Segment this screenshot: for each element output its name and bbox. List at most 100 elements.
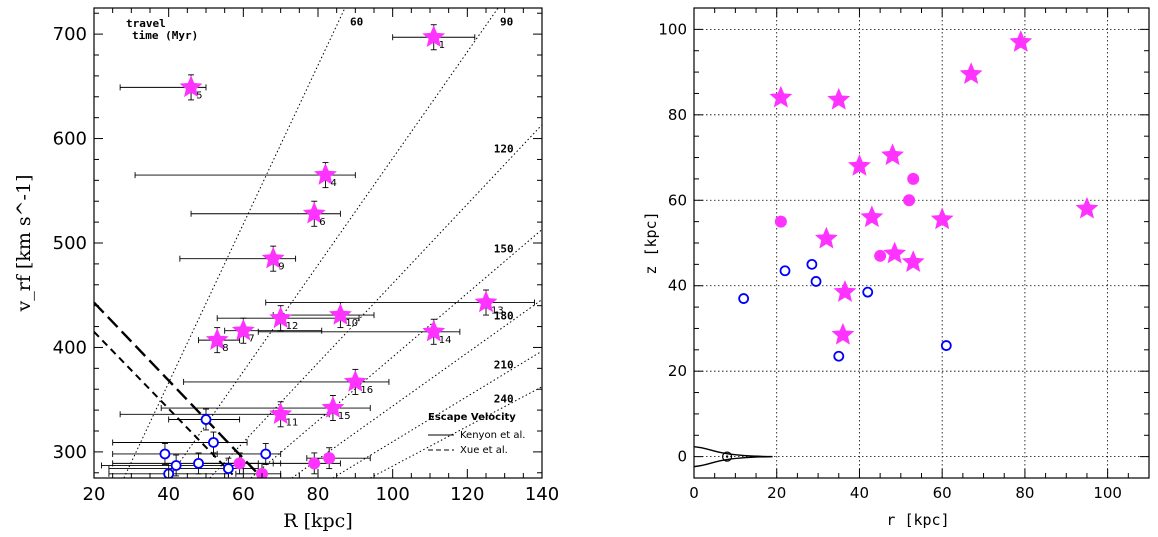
x-tick-label: 0 (689, 484, 699, 502)
open-circle-point (208, 437, 219, 448)
y-tick-label: 500 (53, 233, 87, 254)
y-tick-label: 40 (668, 277, 687, 295)
filled-circle-point (907, 172, 920, 185)
open-circle-point (193, 457, 204, 469)
star-point (1075, 196, 1099, 219)
x-tick-label: 60 (933, 484, 952, 502)
star-point (314, 163, 337, 185)
star-point-label: 6 (319, 217, 325, 228)
left-y-axis-label: v_rf [km s^-1] (13, 175, 35, 313)
x-tick-label: 80 (1015, 484, 1034, 502)
star-point-label: 16 (360, 385, 373, 396)
star-point-label: 11 (286, 417, 299, 428)
y-tick-label: 400 (53, 337, 87, 358)
travel-time-label-2: time (Myr) (132, 29, 198, 42)
travel-time-tick-label: 180 (494, 310, 514, 323)
y-tick-label: 700 (53, 24, 87, 45)
filled-circle-point (903, 194, 916, 207)
star-point-label: 8 (222, 343, 228, 354)
star-point-label: 1 (439, 40, 445, 51)
y-tick-label: 0 (677, 448, 687, 466)
star-point (769, 85, 793, 108)
legend-xue-label: Xue et al. (460, 445, 508, 456)
x-tick-label: 20 (767, 484, 786, 502)
filled-circle-point (323, 452, 336, 465)
travel-time-tick-label: 120 (494, 143, 514, 156)
star-point (901, 250, 925, 272)
filled-circle-point (308, 457, 321, 470)
filled-circle-point (774, 215, 787, 228)
open-circle-point (806, 258, 818, 270)
x-tick-label: 120 (450, 484, 484, 505)
travel-time-line (209, 124, 542, 478)
travel-time-tick-label: 90 (500, 16, 513, 29)
travel-time-line (123, 8, 346, 478)
right-plot-frame (693, 7, 1150, 479)
x-tick-label: 100 (1093, 484, 1122, 502)
star-point (422, 25, 446, 47)
travel-time-label: travel (126, 17, 166, 30)
open-circle-point (833, 350, 845, 362)
travel-time-tick-label: 150 (494, 243, 514, 256)
star-point-label: 7 (248, 334, 254, 345)
sun-symbol-dot (725, 455, 729, 458)
left-x-axis-label: R [kpc] (283, 510, 353, 532)
filled-circle-point (256, 467, 268, 478)
star-point (814, 226, 838, 249)
y-tick-label: 20 (668, 362, 687, 380)
star-point (205, 328, 229, 350)
star-point (328, 303, 352, 325)
star-point-label: 10 (345, 318, 358, 329)
star-point (422, 319, 446, 342)
star-point-label: 13 (491, 306, 504, 317)
star-point-label: 5 (196, 90, 202, 101)
open-circle-point (862, 286, 874, 298)
x-tick-label: 80 (307, 484, 330, 505)
y-tick-label: 300 (53, 442, 87, 463)
travel-time-tick-label: 240 (494, 393, 514, 406)
travel-time-tick-label: 60 (350, 16, 363, 29)
sun-symbol (721, 451, 733, 462)
travel-time-tick-label: 210 (494, 359, 514, 372)
right-plot: 0 20 40 60 80 100 0 20 40 60 80 100 r [kpc] z [kpc] (642, 7, 1150, 529)
y-tick-label: 80 (668, 106, 687, 124)
star-point (959, 62, 983, 84)
x-tick-label: 40 (157, 484, 180, 505)
open-circle-point (170, 460, 182, 471)
star-point-label: 4 (330, 178, 336, 189)
star-point-label: 14 (439, 335, 452, 346)
star-point (831, 322, 855, 345)
open-circle-point (222, 463, 234, 475)
open-circle-point (810, 276, 822, 287)
star-point (827, 87, 851, 110)
escape-velocity-title: Escape Velocity (428, 412, 516, 423)
travel-time-line (370, 386, 542, 478)
star-point-label: 9 (278, 262, 284, 273)
star-point (848, 154, 871, 176)
x-tick-label: 100 (375, 484, 409, 505)
star-point-label: 12 (286, 321, 299, 332)
open-circle-point (200, 414, 212, 425)
x-tick-label: 60 (232, 484, 255, 505)
star-point-label: 15 (338, 411, 351, 422)
star-point (343, 369, 367, 392)
star-point (883, 241, 907, 264)
right-y-axis-label: z [kpc] (642, 211, 660, 274)
travel-time-line (250, 228, 542, 478)
x-tick-label: 40 (850, 484, 869, 502)
x-tick-label: 140 (525, 484, 559, 505)
travel-time-line (291, 298, 542, 478)
right-x-axis-label: r [kpc] (886, 511, 949, 529)
star-point (179, 75, 203, 98)
star-point (881, 143, 904, 166)
left-plot: 20 40 60 80 100 120 140 300 400 500 600 700 60 90 120… (13, 7, 559, 532)
filled-circle-point (874, 249, 887, 262)
star-point (930, 207, 954, 230)
y-tick-label: 60 (668, 191, 687, 209)
legend-kenyon-label: Kenyon et al. (460, 430, 525, 441)
star-point (231, 318, 255, 341)
star-point (269, 402, 293, 424)
open-circle-point (159, 448, 171, 460)
star-point (269, 306, 293, 328)
open-circle-point (940, 340, 952, 351)
